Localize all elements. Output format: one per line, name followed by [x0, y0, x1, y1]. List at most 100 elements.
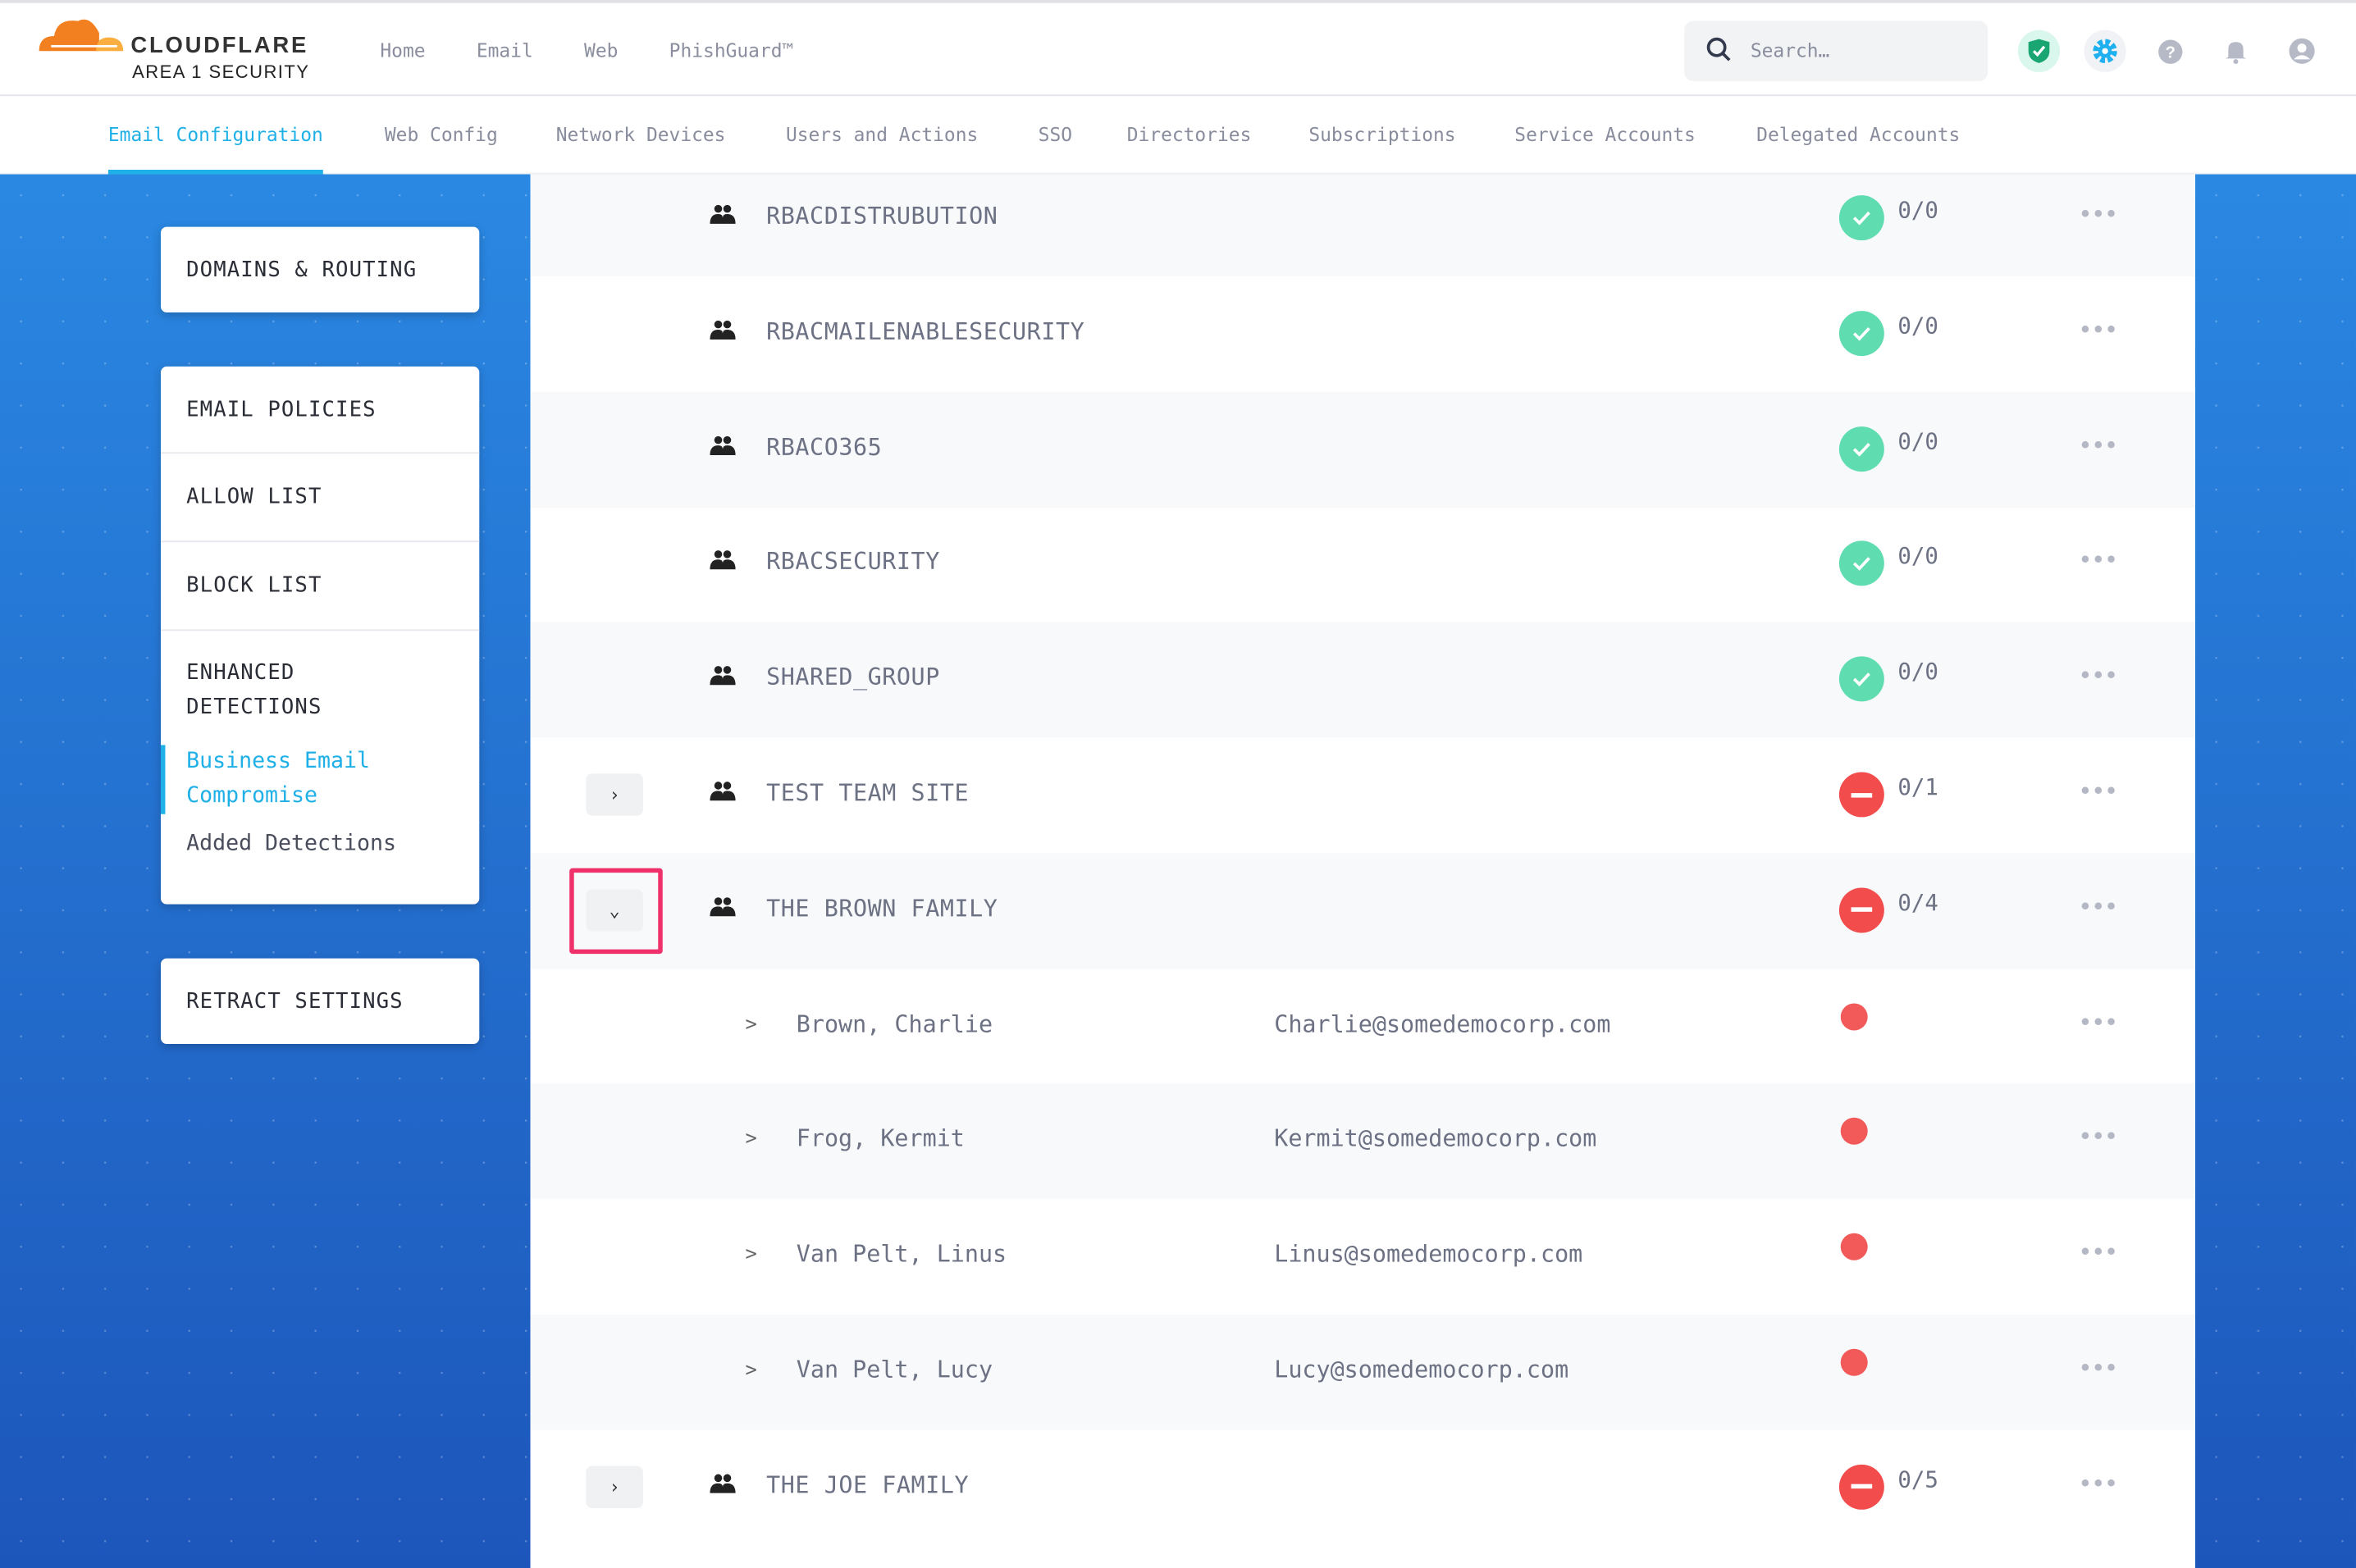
more-options-icon[interactable]: •••: [2078, 1238, 2118, 1267]
member-row[interactable]: > Brown, Charlie Charlie@somedemocorp.com •…: [531, 969, 2195, 1084]
search-input[interactable]: Search…: [1684, 21, 1988, 81]
tab-delegated-accounts[interactable]: Delegated Accounts: [1756, 123, 1961, 146]
nav-web[interactable]: Web: [584, 39, 619, 62]
tab-email-configuration[interactable]: Email Configuration: [107, 123, 323, 175]
group-name: THE BROWN FAMILY: [766, 895, 998, 923]
chevron-right-icon: ›: [609, 784, 620, 805]
more-options-icon[interactable]: •••: [2078, 1007, 2118, 1037]
status-error-icon: [1838, 887, 1884, 933]
chevron-down-icon: ⌄: [609, 899, 620, 921]
more-options-icon[interactable]: •••: [2078, 315, 2118, 344]
svg-text:?: ?: [2165, 43, 2175, 62]
expand-button[interactable]: ›: [586, 773, 643, 816]
collapse-button[interactable]: ⌄: [586, 888, 643, 932]
status-ok-icon: [1838, 195, 1884, 241]
status-ok-icon: [1838, 426, 1884, 472]
tab-directories[interactable]: Directories: [1126, 123, 1252, 146]
status-ok-icon: [1838, 310, 1884, 356]
group-row[interactable]: RBACMAILENABLESECURITY 0/0 •••: [531, 276, 2195, 392]
more-options-icon[interactable]: •••: [2078, 1353, 2118, 1383]
chevron-right-icon[interactable]: >: [745, 1013, 757, 1037]
status-error-icon: [1838, 1464, 1884, 1510]
sidebar-item-block-list[interactable]: BLOCK LIST: [160, 542, 480, 631]
sidebar-item-added-detections[interactable]: Added Detections: [186, 832, 396, 857]
sub-nav: Email Configuration Web Config Network D…: [0, 96, 2356, 175]
nav-email[interactable]: Email: [476, 39, 533, 62]
highlight-box: [569, 868, 663, 955]
group-name: RBACO365: [766, 433, 883, 461]
more-options-icon[interactable]: •••: [2078, 1122, 2118, 1151]
tab-users-and-actions[interactable]: Users and Actions: [785, 123, 979, 146]
sidebar-item-allow-list[interactable]: ALLOW LIST: [160, 454, 480, 543]
group-icon: [710, 549, 737, 577]
member-row[interactable]: > Frog, Kermit Kermit@somedemocorp.com •••: [530, 1083, 2196, 1200]
sidebar-card-domains: DOMAINS & ROUTING: [160, 226, 480, 312]
group-icon: [710, 780, 737, 809]
nav-home[interactable]: Home: [380, 39, 426, 62]
user-icon[interactable]: [2281, 30, 2322, 72]
member-row[interactable]: > Van Pelt, Lucy Lucy@somedemocorp.com •••: [530, 1314, 2196, 1430]
member-name: Brown, Charlie: [796, 1010, 993, 1037]
shield-check-icon[interactable]: [2017, 30, 2061, 72]
sidebar-card-policies: EMAIL POLICIES ALLOW LIST BLOCK LIST ENH…: [160, 366, 480, 905]
member-email: Lucy@somedemocorp.com: [1274, 1356, 1569, 1383]
group-icon: [710, 1472, 737, 1501]
more-options-icon[interactable]: •••: [2078, 199, 2118, 229]
tab-sso[interactable]: SSO: [1038, 123, 1073, 146]
group-row[interactable]: SHARED_GROUP 0/0 •••: [530, 622, 2196, 738]
more-options-icon[interactable]: •••: [2078, 776, 2118, 805]
group-row[interactable]: RBACSECURITY 0/0 •••: [531, 507, 2195, 622]
chevron-right-icon[interactable]: >: [745, 1243, 757, 1267]
tab-network-devices[interactable]: Network Devices: [555, 123, 726, 146]
group-row[interactable]: RBACO365 0/0 •••: [530, 391, 2196, 508]
bell-icon[interactable]: [2215, 30, 2257, 72]
group-row[interactable]: › THE JOE FAMILY 0/5 •••: [531, 1429, 2195, 1545]
group-list: RBACDISTRUBUTION 0/0 ••• RBACMAILENABLESECU…: [530, 160, 2196, 1568]
group-name: RBACDISTRUBUTION: [766, 203, 998, 230]
member-count: 0/0: [1897, 542, 1938, 570]
group-name: RBACMAILENABLESECURITY: [766, 317, 1085, 345]
more-options-icon[interactable]: •••: [2078, 545, 2118, 575]
tab-web-config[interactable]: Web Config: [384, 123, 498, 146]
sidebar-item-business-email-compromise[interactable]: Business Email Compromise: [160, 745, 431, 814]
help-icon[interactable]: ?: [2148, 30, 2190, 72]
group-icon: [710, 203, 737, 231]
sidebar-item-enhanced-detections[interactable]: ENHANCED DETECTIONS: [186, 660, 322, 720]
cloud-icon: [39, 19, 124, 52]
cloudflare-logo[interactable]: CLOUDFLARE AREA 1 SECURITY: [36, 12, 308, 83]
gear-icon[interactable]: [2084, 30, 2126, 72]
expand-button[interactable]: ›: [586, 1465, 643, 1508]
sidebar-item-domains-routing[interactable]: DOMAINS & ROUTING: [186, 258, 418, 282]
group-row[interactable]: RBACDISTRUBUTION 0/0 •••: [530, 160, 2196, 277]
more-options-icon[interactable]: •••: [2078, 891, 2118, 921]
status-error-dot: [1840, 1348, 1868, 1376]
member-count: 0/0: [1897, 312, 1938, 340]
nav-phishguard[interactable]: PhishGuard™: [669, 39, 794, 62]
tab-subscriptions[interactable]: Subscriptions: [1308, 123, 1456, 146]
member-count: 0/0: [1897, 427, 1938, 455]
search-icon: [1706, 37, 1731, 62]
tab-service-accounts[interactable]: Service Accounts: [1514, 123, 1696, 146]
sidebar-item-retract-settings[interactable]: RETRACT SETTINGS: [186, 989, 404, 1014]
group-name: RBACSECURITY: [766, 549, 940, 577]
group-row[interactable]: › TEST TEAM SITE 0/1 •••: [531, 737, 2195, 853]
sidebar-item-email-policies[interactable]: EMAIL POLICIES: [160, 367, 480, 454]
brand-name: CLOUDFLARE: [130, 33, 309, 59]
member-email: Linus@somedemocorp.com: [1274, 1241, 1583, 1269]
member-row[interactable]: > Van Pelt, Linus Linus@somedemocorp.com ••…: [531, 1199, 2195, 1315]
chevron-right-icon[interactable]: >: [745, 1359, 757, 1383]
top-header: CLOUDFLARE AREA 1 SECURITY Home Email We…: [0, 0, 2356, 97]
member-count: 0/0: [1897, 658, 1938, 686]
status-error-dot: [1840, 1233, 1868, 1261]
group-icon: [710, 318, 737, 347]
group-row[interactable]: ⌄ THE BROWN FAMILY 0/4 •••: [530, 852, 2196, 969]
more-options-icon[interactable]: •••: [2078, 1468, 2118, 1497]
chevron-right-icon: ›: [609, 1476, 620, 1497]
group-name: TEST TEAM SITE: [766, 779, 970, 807]
group-name: THE JOE FAMILY: [766, 1471, 970, 1499]
group-icon: [710, 434, 737, 463]
chevron-right-icon[interactable]: >: [745, 1128, 757, 1151]
more-options-icon[interactable]: •••: [2078, 661, 2118, 691]
more-options-icon[interactable]: •••: [2078, 430, 2118, 459]
group-icon: [710, 895, 737, 923]
